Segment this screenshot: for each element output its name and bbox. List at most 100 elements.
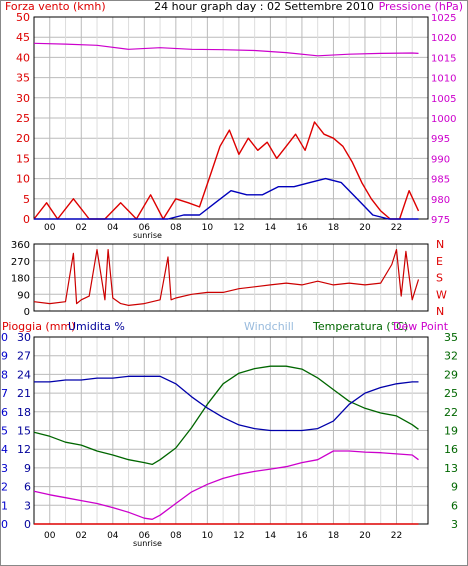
humidity-y-tick-label: 21 (17, 387, 31, 400)
graph-title: 24 hour graph day : 02 Settembre 2010 (154, 0, 374, 13)
humidity-y-tick-label: 9 (24, 462, 31, 475)
wind-x-tick-label: 14 (265, 223, 277, 233)
wind-y-tick-label: 25 (16, 112, 30, 125)
temperature-humidity-panel: 0123456789100369121518212427303691316192… (0, 331, 458, 548)
temperature-y-tick-label: 29 (444, 368, 458, 381)
rain-y-tick-label: 8 (1, 368, 8, 381)
pressure-y-tick-label: 1005 (431, 94, 456, 105)
wind-x-tick-label: 02 (76, 223, 87, 233)
wind-x-tick-label: 06 (139, 223, 151, 233)
rain-y-tick-label: 1 (1, 499, 8, 512)
wind-x-tick-label: 18 (328, 223, 340, 233)
wind-direction-line (33, 249, 420, 306)
rain-y-tick-label: 7 (1, 387, 8, 400)
wind-average-line (34, 177, 419, 220)
wind-x-tick-label: 10 (202, 223, 214, 233)
temperature-y-tick-label: 3 (451, 518, 458, 531)
temperature-y-tick-label: 32 (444, 350, 458, 363)
rain-axis-title: Pioggia (mm) (2, 320, 75, 333)
windchill-legend: Windchill (244, 320, 294, 333)
dewpoint-line (33, 450, 419, 520)
wind-y-tick-label: 40 (16, 51, 30, 64)
temperature-y-tick-label: 9 (451, 481, 458, 494)
humidity-y-tick-label: 12 (17, 443, 31, 456)
wind-x-tick-label: 00 (44, 223, 56, 233)
wind-y-tick-label: 0 (23, 213, 30, 226)
temperature-axis-title: Temperatura (°C) (312, 320, 408, 333)
temperature-x-tick-label: 04 (107, 531, 119, 541)
pressure-y-tick-label: 975 (431, 215, 450, 226)
rain-y-tick-label: 9 (1, 350, 8, 363)
direction-y-tick-label: 90 (17, 290, 30, 301)
humidity-line (34, 375, 419, 432)
pressure-y-tick-label: 1025 (431, 13, 456, 24)
direction-y-tick-label: 270 (11, 257, 30, 268)
pressure-axis-title: Pressione (hPa) (379, 0, 463, 13)
humidity-y-tick-label: 27 (17, 350, 31, 363)
wind-y-tick-label: 5 (23, 193, 30, 206)
pressure-y-tick-label: 980 (431, 195, 450, 206)
wind-axis-title: Forza vento (kmh) (5, 0, 106, 13)
rain-y-tick-label: 0 (1, 518, 8, 531)
direction-y-tick-label: 180 (11, 274, 30, 285)
temperature-sunrise-label: sunrise (133, 539, 162, 548)
direction-compass-label: E (436, 255, 443, 268)
rain-y-tick-label: 4 (1, 443, 8, 456)
temperature-y-tick-label: 13 (444, 462, 458, 475)
temperature-y-tick-label: 16 (444, 443, 458, 456)
wind-pressure-panel: 0510152025303540455097598098599099510001… (16, 11, 456, 240)
temperature-x-tick-label: 08 (170, 531, 182, 541)
temperature-x-tick-label: 18 (328, 531, 340, 541)
temperature-y-tick-label: 22 (444, 406, 458, 419)
wind-x-tick-label: 04 (107, 223, 119, 233)
humidity-y-tick-label: 3 (24, 499, 31, 512)
wind-plot-border (33, 16, 429, 220)
humidity-y-tick-label: 15 (17, 425, 31, 438)
wind-x-tick-label: 08 (170, 223, 182, 233)
temperature-x-tick-label: 06 (139, 531, 151, 541)
dewpoint-legend: Dew Point (393, 320, 449, 333)
temperature-y-tick-label: 6 (451, 499, 458, 512)
humidity-y-tick-label: 0 (24, 518, 31, 531)
rain-y-tick-label: 2 (1, 481, 8, 494)
temperature-y-tick-label: 19 (444, 425, 458, 438)
rain-y-tick-label: 6 (1, 406, 8, 419)
pressure-y-tick-label: 1015 (431, 53, 456, 64)
temperature-x-tick-label: 20 (359, 531, 371, 541)
wind-y-tick-label: 35 (16, 72, 30, 85)
pressure-line (33, 42, 419, 57)
direction-plot-border (33, 243, 429, 312)
temperature-x-tick-label: 12 (233, 531, 244, 541)
wind-x-tick-label: 12 (233, 223, 244, 233)
wind-y-tick-label: 50 (16, 11, 30, 24)
direction-y-tick-label: 360 (11, 240, 30, 251)
temperature-x-tick-label: 10 (202, 531, 214, 541)
pressure-y-tick-label: 1020 (431, 33, 456, 44)
rain-y-tick-label: 3 (1, 462, 8, 475)
wind-y-tick-label: 15 (16, 152, 30, 165)
wind-y-tick-label: 30 (16, 92, 30, 105)
temperature-y-tick-label: 35 (444, 331, 458, 344)
direction-compass-label: N (436, 305, 444, 318)
rain-y-tick-label: 10 (0, 331, 8, 344)
pressure-y-tick-label: 1010 (431, 74, 456, 85)
wind-sunrise-label: sunrise (133, 231, 162, 240)
rain-y-tick-label: 5 (1, 425, 8, 438)
humidity-y-tick-label: 30 (17, 331, 31, 344)
humidity-y-tick-label: 24 (17, 368, 31, 381)
temperature-x-tick-label: 02 (76, 531, 87, 541)
temperature-y-tick-label: 25 (444, 387, 458, 400)
direction-compass-label: W (436, 288, 447, 301)
direction-y-tick-label: 0 (24, 307, 30, 318)
temperature-line (33, 365, 419, 466)
pressure-y-tick-label: 1000 (431, 114, 456, 125)
wind-y-tick-label: 20 (16, 132, 30, 145)
wind-speed-line (33, 121, 420, 220)
wind-x-tick-label: 20 (359, 223, 371, 233)
humidity-y-tick-label: 6 (24, 481, 31, 494)
direction-compass-label: S (436, 272, 443, 285)
wind-y-tick-label: 45 (16, 31, 30, 44)
temperature-x-tick-label: 16 (296, 531, 308, 541)
humidity-y-tick-label: 18 (17, 406, 31, 419)
